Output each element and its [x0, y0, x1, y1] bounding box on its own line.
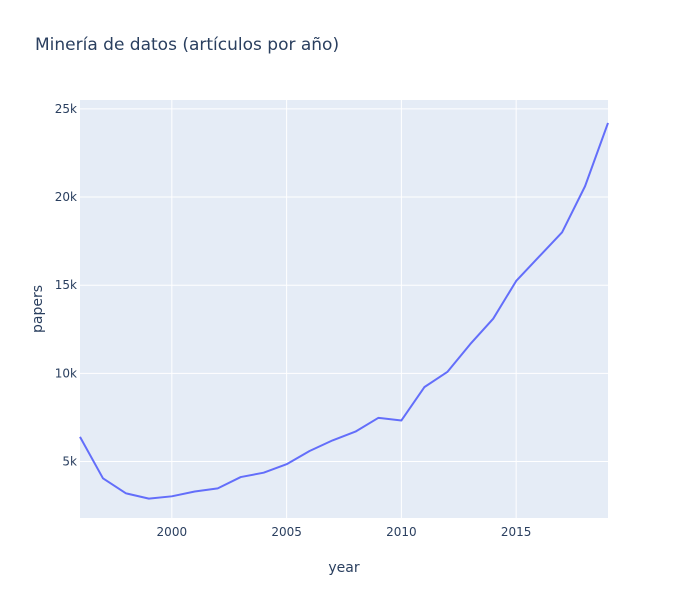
series-layer [79, 122, 609, 500]
x-tick-label: 2005 [271, 525, 302, 539]
y-tick-label: 25k [55, 102, 77, 116]
plot-area [80, 100, 608, 518]
y-tick-label: 10k [55, 366, 77, 380]
x-tick-label: 2010 [386, 525, 417, 539]
chart-title: Minería de datos (artículos por año) [35, 35, 339, 55]
gridlines [80, 100, 608, 518]
y-tick-label: 20k [55, 190, 77, 204]
y-tick-label: 15k [55, 278, 77, 292]
series-line [79, 122, 609, 500]
y-axis-label: papers [30, 285, 46, 333]
x-axis-label: year [328, 560, 359, 576]
x-tick-label: 2000 [157, 525, 188, 539]
tick-labels: 2000 2005 2010 2015 5k 10k 15k 20k 25k [55, 102, 532, 539]
y-tick-label: 5k [62, 455, 77, 469]
x-tick-label: 2015 [501, 525, 532, 539]
